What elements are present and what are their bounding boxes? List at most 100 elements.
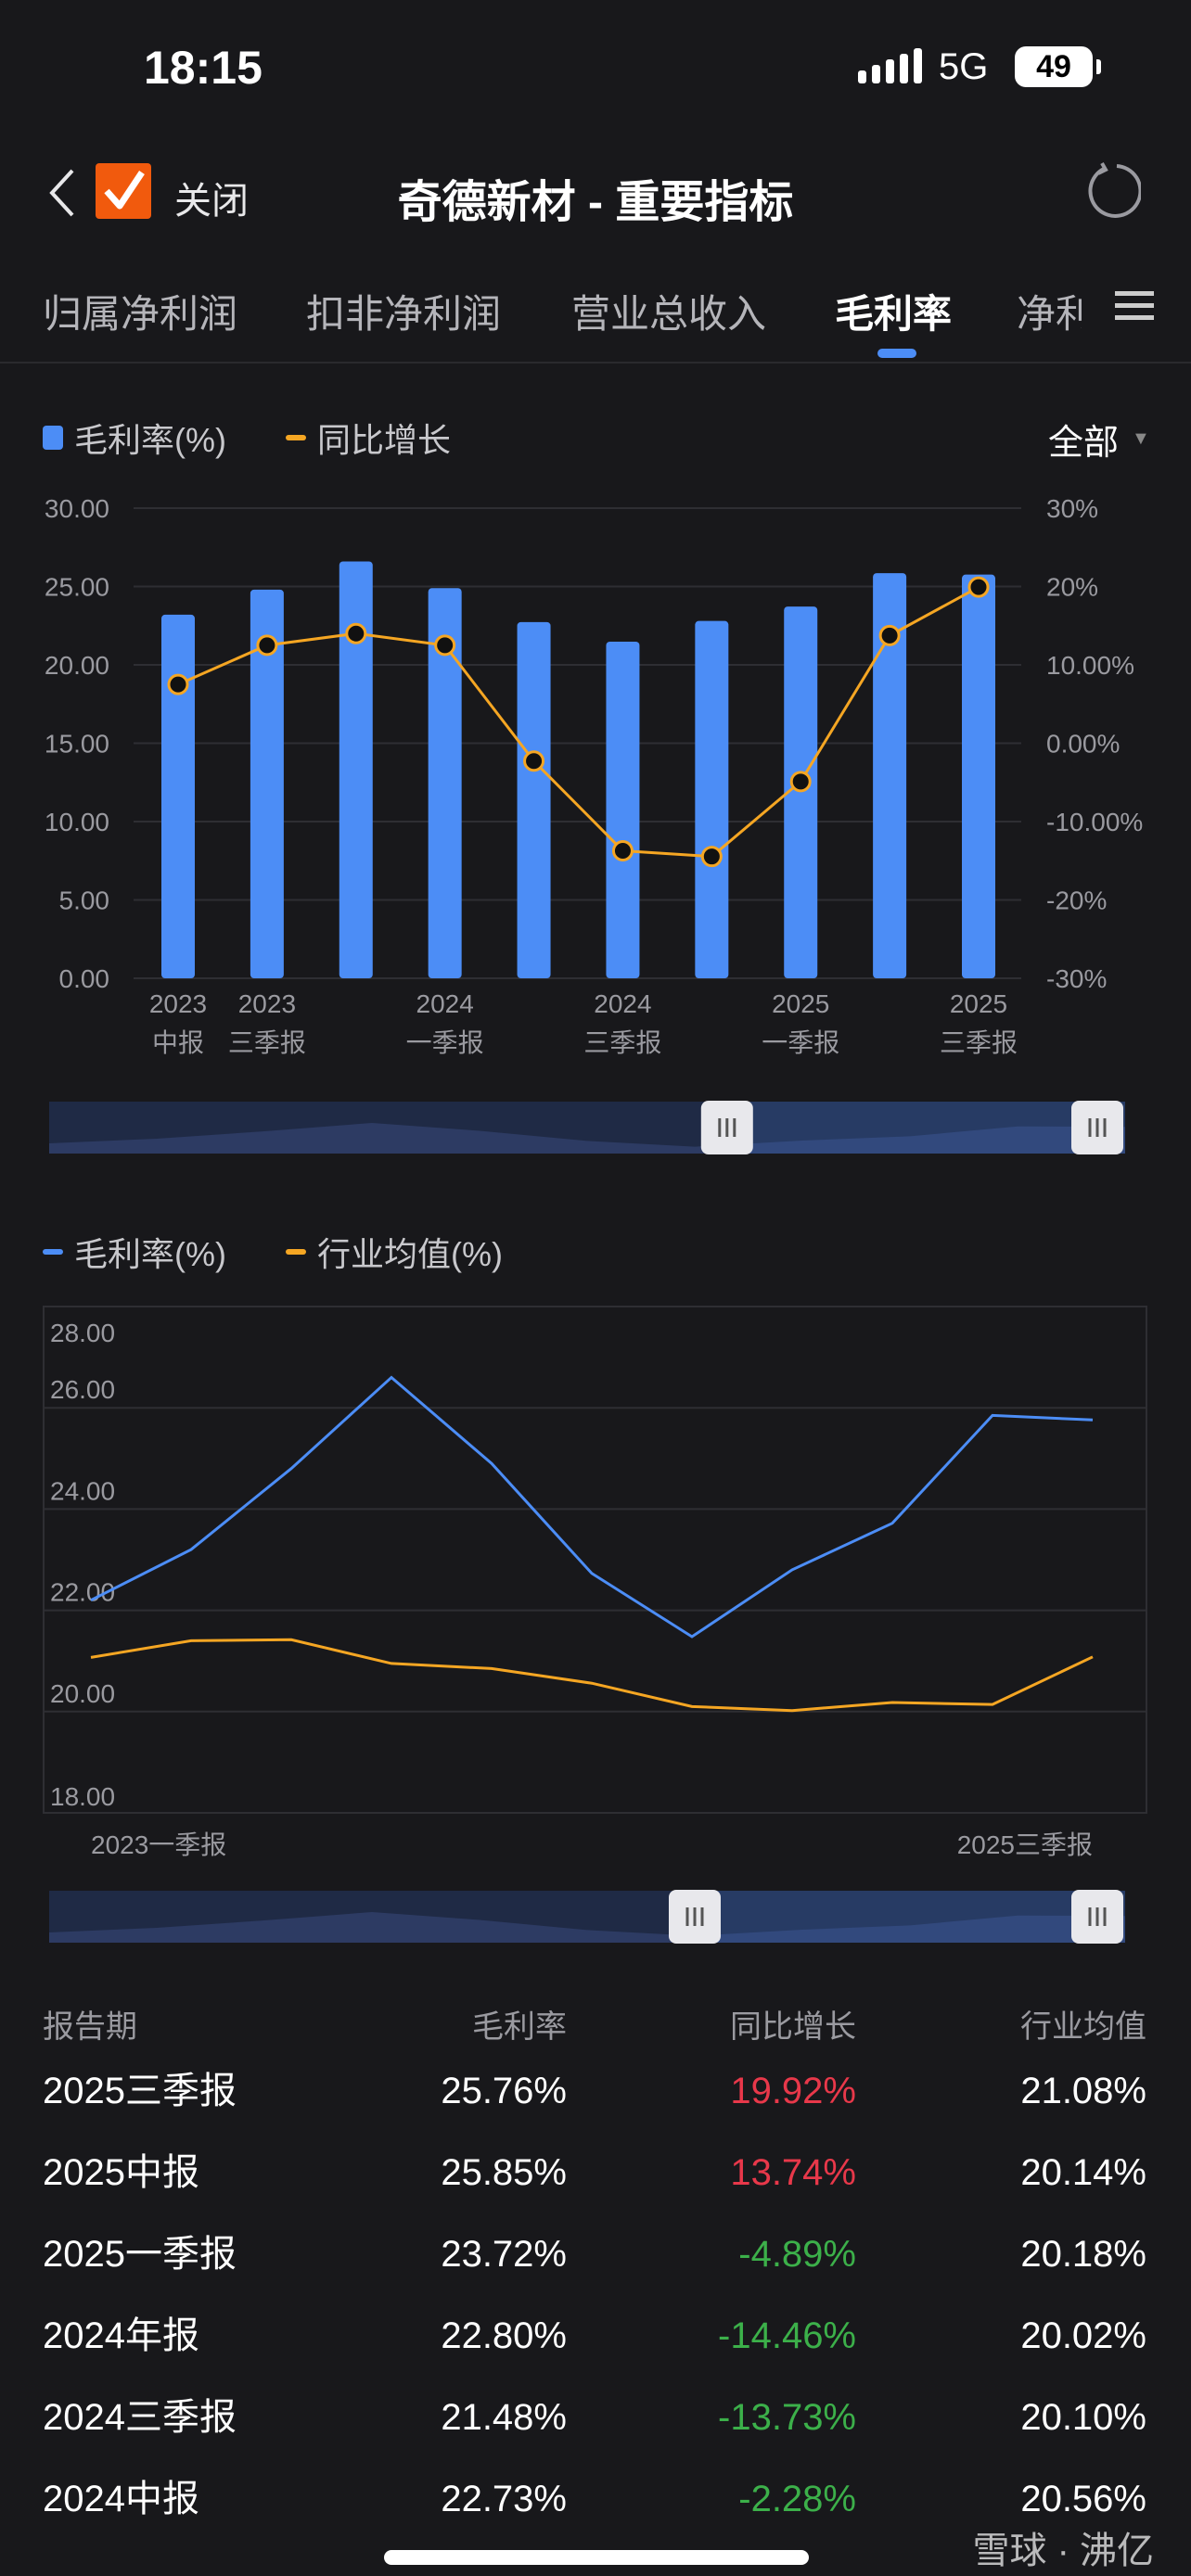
y-tick-right: -30%	[1046, 964, 1107, 993]
y-tick-right: -10.00%	[1046, 808, 1143, 836]
yoy-point	[700, 846, 723, 868]
series-line	[90, 1375, 1094, 1639]
col-header-industry: 行业均值	[1020, 2009, 1146, 2045]
menu-icon[interactable]	[1115, 289, 1154, 323]
row-margin: 22.73%	[441, 2479, 567, 2519]
x-tick: 2025三季报	[957, 1830, 1093, 1859]
col-header-margin: 毛利率	[472, 2009, 567, 2045]
yoy-point	[434, 634, 456, 657]
range-slider[interactable]	[49, 1889, 1125, 1945]
x-tick: 2023	[238, 989, 296, 1018]
tab-net-margin[interactable]: 净利	[1017, 292, 1082, 336]
x-tick: 一季报	[762, 1028, 839, 1057]
bar	[339, 561, 373, 978]
yoy-point	[789, 771, 812, 793]
row-period: 2025中报	[43, 2152, 199, 2193]
yoy-point	[523, 750, 545, 772]
bar	[517, 621, 551, 978]
caret-down-icon[interactable]: ▼	[1132, 428, 1150, 449]
x-tick: 2025	[772, 989, 829, 1018]
bar	[695, 620, 729, 978]
y-tick: 24.00	[50, 1476, 115, 1505]
row-yoy: -2.28%	[738, 2479, 856, 2519]
close-button[interactable]: 关闭	[174, 181, 249, 222]
slider-selection	[695, 1891, 1125, 1943]
row-industry: 20.18%	[1020, 2234, 1146, 2275]
legend-label: 同比增长	[317, 421, 452, 459]
bar	[161, 614, 195, 978]
x-tick: 一季报	[406, 1028, 484, 1057]
legend-yoy[interactable]: 同比增长	[286, 414, 451, 462]
y-tick-left: 20.00	[45, 651, 109, 680]
battery-tip	[1096, 59, 1101, 74]
y-tick-right: 0.00%	[1046, 730, 1120, 759]
row-period: 2024三季报	[43, 2397, 237, 2438]
watermark: 雪球 · 沸亿	[972, 2531, 1154, 2571]
col-header-yoy: 同比增长	[730, 2009, 856, 2045]
y-tick: 18.00	[50, 1782, 115, 1811]
period-filter-dropdown[interactable]: 全部	[1048, 424, 1120, 463]
tab-total-revenue[interactable]: 营业总收入	[571, 292, 767, 336]
tab-deducted-net-profit[interactable]: 扣非净利润	[306, 292, 502, 336]
row-period: 2025三季报	[43, 2071, 237, 2111]
y-tick-left: 5.00	[59, 886, 110, 915]
bar	[250, 589, 284, 978]
row-industry: 20.02%	[1020, 2315, 1146, 2356]
active-tab-indicator	[877, 349, 916, 358]
x-tick: 2025	[950, 989, 1007, 1018]
chevron-left-icon[interactable]	[45, 165, 82, 221]
row-margin: 23.72%	[441, 2234, 567, 2275]
x-tick: 三季报	[228, 1028, 306, 1057]
tab-gross-margin[interactable]: 毛利率	[835, 292, 953, 336]
yoy-point	[167, 673, 189, 695]
y-tick-right: 10.00%	[1046, 651, 1134, 680]
row-yoy: -4.89%	[738, 2234, 856, 2275]
y-tick-left: 10.00	[45, 808, 109, 836]
row-margin: 21.48%	[441, 2397, 567, 2438]
yoy-point	[256, 634, 278, 657]
row-industry: 20.14%	[1020, 2152, 1146, 2193]
legend-gross-margin-line[interactable]: 毛利率(%)	[43, 1228, 226, 1276]
row-yoy: -14.46%	[718, 2315, 856, 2356]
tabs-divider	[0, 362, 1191, 363]
tab-net-profit[interactable]: 归属净利润	[43, 292, 238, 336]
y-tick: 26.00	[50, 1375, 115, 1404]
yoy-point	[345, 622, 367, 644]
legend-label: 毛利率(%)	[74, 421, 226, 459]
row-period: 2024年报	[43, 2315, 199, 2356]
yoy-point	[967, 576, 990, 598]
page-title: 奇德新材 - 重要指标	[397, 178, 794, 227]
row-margin: 25.85%	[441, 2152, 567, 2193]
row-period: 2025一季报	[43, 2234, 237, 2275]
row-period: 2024中报	[43, 2479, 199, 2519]
legend-label: 行业均值(%)	[317, 1235, 503, 1273]
legend-gross-margin[interactable]: 毛利率(%)	[43, 414, 226, 462]
col-header-period: 报告期	[43, 2009, 137, 2045]
legend-label: 毛利率(%)	[74, 1235, 226, 1273]
y-tick-left: 25.00	[45, 573, 109, 602]
y-tick-right: -20%	[1046, 886, 1107, 915]
bar	[428, 588, 462, 978]
x-tick: 2024	[594, 989, 651, 1018]
checkmark-logo-icon[interactable]	[96, 163, 151, 219]
status-time: 18:15	[144, 42, 263, 94]
bar	[962, 574, 995, 978]
slider-selection	[726, 1102, 1125, 1154]
range-slider[interactable]	[49, 1100, 1125, 1155]
refresh-icon[interactable]	[1083, 161, 1141, 219]
y-tick-left: 0.00	[59, 964, 110, 993]
x-tick: 2023一季报	[91, 1830, 226, 1859]
y-tick: 28.00	[50, 1319, 115, 1347]
row-yoy: -13.73%	[718, 2397, 856, 2438]
signal-icon	[858, 48, 922, 83]
row-margin: 22.80%	[441, 2315, 567, 2356]
y-tick-right: 20%	[1046, 573, 1098, 602]
row-margin: 25.76%	[441, 2071, 567, 2111]
row-yoy: 19.92%	[730, 2071, 856, 2111]
legend-industry-average[interactable]: 行业均值(%)	[286, 1228, 503, 1276]
battery-icon: 49	[1015, 46, 1093, 87]
slider-preview-area	[49, 1123, 1125, 1154]
yoy-point	[611, 840, 634, 862]
home-indicator[interactable]	[384, 2550, 809, 2565]
x-tick: 2023	[149, 989, 207, 1018]
